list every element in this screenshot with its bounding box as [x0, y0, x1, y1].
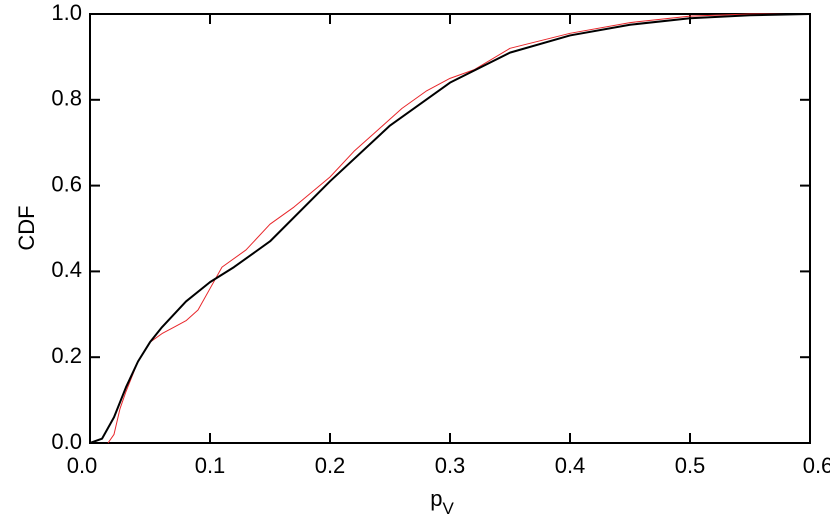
- x-axis-label-main: p: [430, 486, 442, 511]
- x-tick-label: 0.3: [435, 453, 466, 478]
- x-tick-label: 0.0: [67, 453, 98, 478]
- y-tick-label: 0.2: [51, 343, 82, 368]
- x-tick-label: 0.4: [555, 453, 586, 478]
- series-line: [89, 13, 811, 444]
- y-tick-label: 0.4: [51, 257, 82, 282]
- y-tick-label: 1.0: [51, 0, 82, 25]
- y-tick-label: 0.8: [51, 86, 82, 111]
- x-tick-label: 0.1: [195, 453, 226, 478]
- x-axis-label-subscript: V: [442, 499, 454, 518]
- y-tick-label: 0.0: [51, 429, 82, 454]
- x-tick-label: 0.5: [675, 453, 706, 478]
- x-axis-label: pV: [430, 486, 454, 518]
- y-axis-label: CDF: [14, 205, 39, 250]
- y-tick-label: 0.6: [51, 171, 82, 196]
- x-tick-label: 0.6: [803, 453, 830, 478]
- x-tick-label: 0.2: [315, 453, 346, 478]
